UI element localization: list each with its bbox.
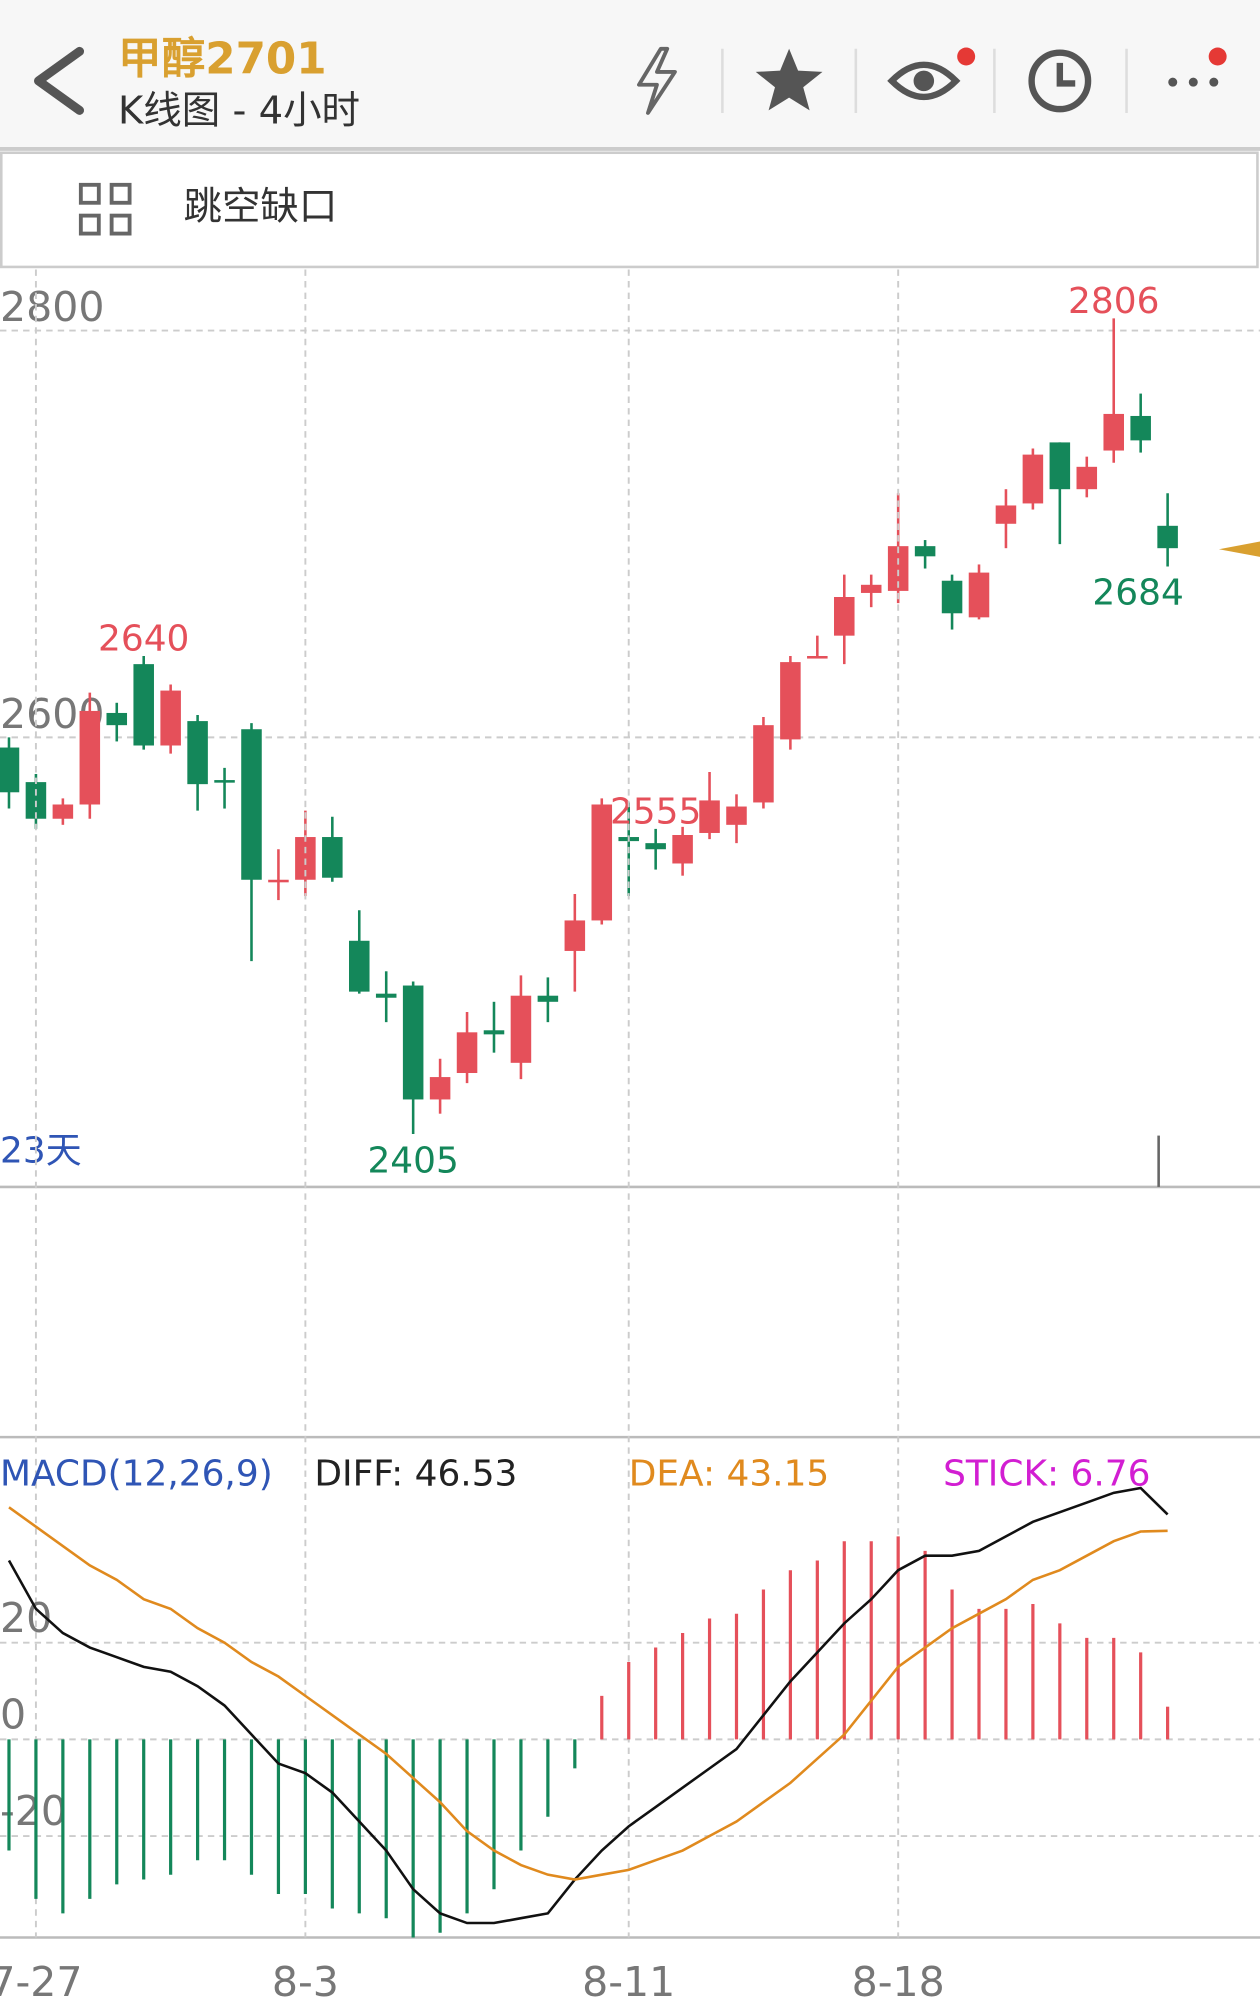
x-tick-label: 8-3 — [272, 1958, 339, 2006]
indicator-label: MACD(12,26,9) — [0, 1454, 273, 1495]
candle-body — [564, 920, 586, 951]
candle-body — [699, 800, 720, 833]
candle-body — [160, 690, 181, 746]
candle-body — [887, 546, 909, 591]
macd-line — [7, 1486, 1169, 1925]
favorite-icon[interactable] — [755, 48, 823, 111]
header-title: 甲醇2701 — [118, 35, 327, 85]
y-tick-label: -20 — [0, 1787, 67, 1835]
back-button[interactable] — [34, 46, 85, 115]
candle-body — [106, 712, 128, 726]
candle-body — [591, 804, 613, 921]
extreme-label: 2555 — [610, 792, 701, 833]
candle-body — [295, 837, 316, 880]
gap-toolbar[interactable] — [0, 151, 1259, 269]
candle-body — [537, 995, 559, 1002]
x-tick-label: 8-18 — [852, 1958, 945, 2006]
toolbar-icon — [78, 182, 132, 236]
candle-body — [214, 780, 235, 783]
candle-body — [834, 597, 855, 636]
candle-body — [510, 995, 532, 1063]
candle-body — [483, 1030, 505, 1035]
price-pointer — [1218, 541, 1260, 557]
candle-body — [187, 721, 208, 785]
candle-body — [1130, 415, 1151, 441]
candle-body — [375, 993, 397, 998]
candle-body — [1103, 413, 1124, 451]
candle-body — [968, 572, 990, 618]
header-bg — [0, 0, 1260, 148]
y-tick-label: 2800 — [0, 283, 104, 331]
candle-body — [753, 725, 774, 803]
y-tick-label: 20 — [0, 1594, 52, 1642]
indicator-label: STICK: 6.76 — [943, 1454, 1150, 1495]
candle-body — [914, 546, 936, 557]
candle-body — [402, 985, 424, 1100]
candle-body — [860, 584, 882, 593]
candle-body — [726, 806, 747, 825]
candle-body — [52, 804, 74, 819]
candle-body — [672, 835, 693, 864]
candle-body — [456, 1032, 478, 1074]
macd-line — [8, 1506, 1168, 1881]
header-subtitle: K线图 - 4小时 — [118, 88, 360, 133]
candle-body — [133, 664, 154, 746]
extreme-label: 2684 — [1092, 573, 1183, 614]
candle-body — [0, 747, 20, 793]
extreme-label: 2405 — [367, 1140, 458, 1181]
candle-body — [995, 505, 1017, 524]
history-icon[interactable] — [1028, 49, 1092, 113]
candle-body — [429, 1077, 451, 1100]
indicator-label: DIFF: 46.53 — [314, 1454, 517, 1495]
candle-body — [268, 879, 289, 883]
toolbar-label: 跳空缺口 — [183, 185, 337, 230]
candle-body — [1049, 442, 1071, 490]
x-tick-label: 7-27 — [0, 1958, 83, 2006]
chart-layer: 260028002806264025552405268423天7-278-38-… — [0, 269, 1260, 2006]
candle-body — [79, 710, 101, 805]
y-tick-label: 0 — [0, 1691, 26, 1739]
candle-body — [349, 940, 370, 992]
candle-body — [241, 729, 262, 880]
candle-body — [1076, 466, 1098, 490]
candle-body — [322, 837, 343, 878]
x-tick-label: 8-11 — [582, 1958, 675, 2006]
candle-body — [25, 782, 47, 819]
indicator-label: DEA: 43.15 — [629, 1454, 830, 1495]
watch-icon[interactable] — [887, 47, 976, 101]
period-label: 23天 — [0, 1130, 82, 1171]
extreme-label: 2806 — [1068, 281, 1159, 322]
candle-body — [780, 662, 801, 740]
candle-body — [941, 580, 963, 614]
candle-body — [1157, 525, 1178, 549]
extreme-label: 2640 — [98, 619, 189, 660]
flash-icon[interactable] — [637, 46, 677, 115]
candle-body — [807, 655, 828, 659]
more-icon[interactable] — [1168, 47, 1227, 87]
candle-body — [645, 843, 666, 850]
candle-body — [1022, 454, 1044, 504]
